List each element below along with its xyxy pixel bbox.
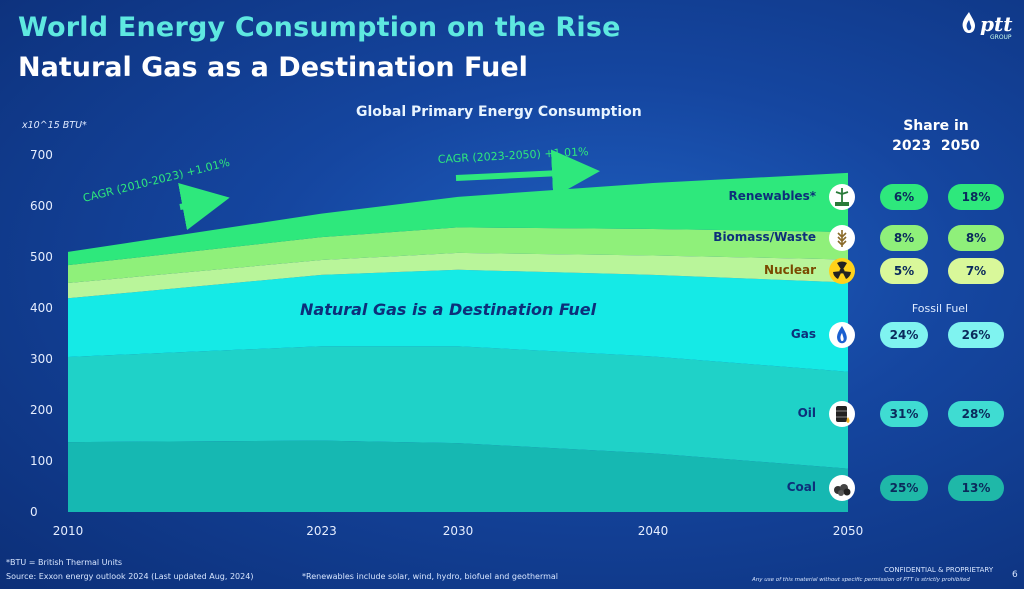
energy-area-chart: 0 100 200 300 400 500 600 700 2010 2023 2030 2040 2… xyxy=(0,0,1024,589)
source-footnote: Source: Exxon energy outlook 2024 (Last … xyxy=(6,572,253,581)
wind-turbine-icon xyxy=(829,184,855,210)
share-heading: Share in 2023 2050 xyxy=(880,116,992,156)
oil-barrel-icon xyxy=(829,401,855,427)
share-2050-coal: 13% xyxy=(948,475,1004,501)
share-2023-renewables: 6% xyxy=(880,184,928,210)
flame-icon xyxy=(829,322,855,348)
natural-gas-annotation: Natural Gas is a Destination Fuel xyxy=(300,300,597,319)
x-tick-label: 2040 xyxy=(638,524,669,538)
y-tick-label: 600 xyxy=(30,199,53,213)
disclaimer: Any use of this material without specifi… xyxy=(752,577,970,583)
share-2023-coal: 25% xyxy=(880,475,928,501)
series-label-gas: Gas xyxy=(791,327,816,341)
share-heading-line1: Share in xyxy=(880,116,992,136)
share-2050-renewables: 18% xyxy=(948,184,1004,210)
confidential-label: CONFIDENTIAL & PROPRIETARY xyxy=(884,566,993,574)
coal-icon xyxy=(829,475,855,501)
series-label-biomass-waste: Biomass/Waste xyxy=(713,230,816,244)
page-number: 6 xyxy=(1012,570,1018,580)
x-tick-label: 2030 xyxy=(443,524,474,538)
share-2023-gas: 24% xyxy=(880,322,928,348)
renewables-footnote: *Renewables include solar, wind, hydro, … xyxy=(302,572,558,581)
series-label-renewables: Renewables* xyxy=(728,189,816,203)
y-tick-label: 200 xyxy=(30,403,53,417)
y-tick-label: 400 xyxy=(30,301,53,315)
x-tick-label: 2010 xyxy=(53,524,84,538)
cagr-2010-2023-annotation: CAGR (2010-2023) +1.01% xyxy=(82,156,232,205)
series-label-coal: Coal xyxy=(787,480,816,494)
cagr-2010-2023-arrow xyxy=(180,201,212,207)
series-label-oil: Oil xyxy=(798,406,816,420)
btu-footnote: *BTU = British Thermal Units xyxy=(6,558,122,567)
x-tick-label: 2050 xyxy=(833,524,864,538)
y-tick-label: 100 xyxy=(30,454,53,468)
fossil-fuel-label: Fossil Fuel xyxy=(890,302,990,315)
share-2050-nuclear: 7% xyxy=(948,258,1004,284)
share-2023-nuclear: 5% xyxy=(880,258,928,284)
share-2050-gas: 26% xyxy=(948,322,1004,348)
y-tick-label: 300 xyxy=(30,352,53,366)
radiation-icon xyxy=(829,258,855,284)
series-label-nuclear: Nuclear xyxy=(764,263,816,277)
cagr-2023-2050-annotation: CAGR (2023-2050) +1.01% xyxy=(437,145,588,166)
share-2023-biomass-waste: 8% xyxy=(880,225,928,251)
share-heading-years: 2023 2050 xyxy=(880,136,992,156)
cagr-2023-2050-arrow xyxy=(456,172,582,178)
y-tick-label: 500 xyxy=(30,250,53,264)
wheat-icon xyxy=(829,225,855,251)
share-2023-oil: 31% xyxy=(880,401,928,427)
y-tick-label: 0 xyxy=(30,505,38,519)
share-2050-biomass-waste: 8% xyxy=(948,225,1004,251)
share-2050-oil: 28% xyxy=(948,401,1004,427)
x-tick-label: 2023 xyxy=(306,524,337,538)
y-tick-label: 700 xyxy=(30,148,53,162)
